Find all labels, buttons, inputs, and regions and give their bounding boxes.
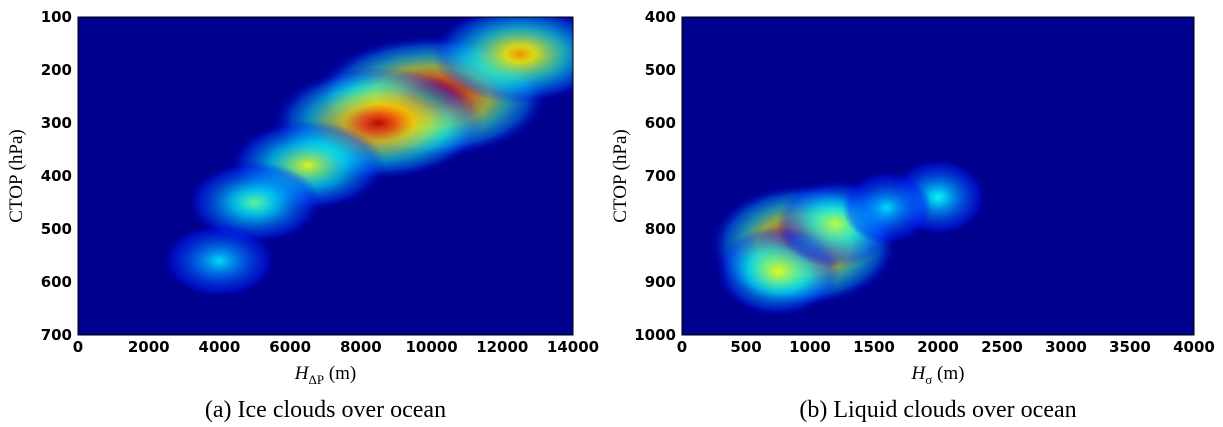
- x-tick-label: 4000: [1173, 338, 1215, 356]
- y-tick-label: 200: [41, 61, 72, 79]
- figure-caption: (b) Liquid clouds over ocean: [799, 397, 1076, 423]
- y-tick-label: 800: [645, 220, 676, 238]
- x-tick-label: 4000: [199, 338, 241, 356]
- y-axis-label: CTOP (hPa): [6, 129, 27, 222]
- density-peak: [164, 224, 275, 297]
- y-tick-label: 500: [645, 61, 676, 79]
- density-peak: [432, 17, 573, 104]
- y-tick-label: 400: [645, 8, 676, 26]
- x-tick-label: 1500: [853, 338, 895, 356]
- heatmap-chart-b: 0 500 1000 1500 2000 2500 3000 3500 4000 400 500 60…: [610, 8, 1215, 423]
- y-tick-label: 900: [645, 273, 676, 291]
- x-tick-label: 2000: [917, 338, 959, 356]
- y-tick-label: 700: [41, 326, 72, 344]
- y-tick-label: 500: [41, 220, 72, 238]
- x-axis-label: HΔP (m): [294, 363, 357, 387]
- x-tick-label: 14000: [547, 338, 599, 356]
- y-tick-label: 600: [645, 114, 676, 132]
- x-tick-label: 0: [677, 338, 687, 356]
- x-tick-label: 2000: [128, 338, 170, 356]
- density-peak: [842, 171, 932, 244]
- density-peak: [188, 162, 321, 243]
- panel-ice-clouds: 0 2000 4000 6000 8000 10000 12000 14000 100 200 30…: [6, 8, 599, 423]
- x-tick-label: 0: [73, 338, 83, 356]
- y-axis-label: CTOP (hPa): [610, 129, 631, 222]
- x-tick-label: 12000: [476, 338, 528, 356]
- y-tick-label: 400: [41, 167, 72, 185]
- y-tick-label: 600: [41, 273, 72, 291]
- plot-frame: [77, 16, 574, 336]
- panel-liquid-clouds: 0 500 1000 1500 2000 2500 3000 3500 4000 400 500 60…: [610, 0, 1223, 427]
- x-tick-label: 500: [730, 338, 761, 356]
- y-tick-label: 300: [41, 114, 72, 132]
- x-tick-label: 1000: [789, 338, 831, 356]
- y-tick-label: 1000: [634, 326, 676, 344]
- x-tick-label: 10000: [405, 338, 457, 356]
- x-axis-label: Hσ (m): [911, 363, 965, 387]
- figure-caption: (a) Ice clouds over ocean: [205, 397, 446, 423]
- plot-frame: [681, 16, 1195, 336]
- y-tick-label: 100: [41, 8, 72, 26]
- heatmap-chart-a: 0 2000 4000 6000 8000 10000 12000 14000 100 200 30…: [6, 8, 599, 423]
- x-tick-label: 6000: [269, 338, 311, 356]
- x-tick-label: 2500: [981, 338, 1023, 356]
- x-tick-label: 3500: [1109, 338, 1151, 356]
- x-tick-label: 3000: [1045, 338, 1087, 356]
- x-tick-label: 8000: [340, 338, 382, 356]
- y-tick-label: 700: [645, 167, 676, 185]
